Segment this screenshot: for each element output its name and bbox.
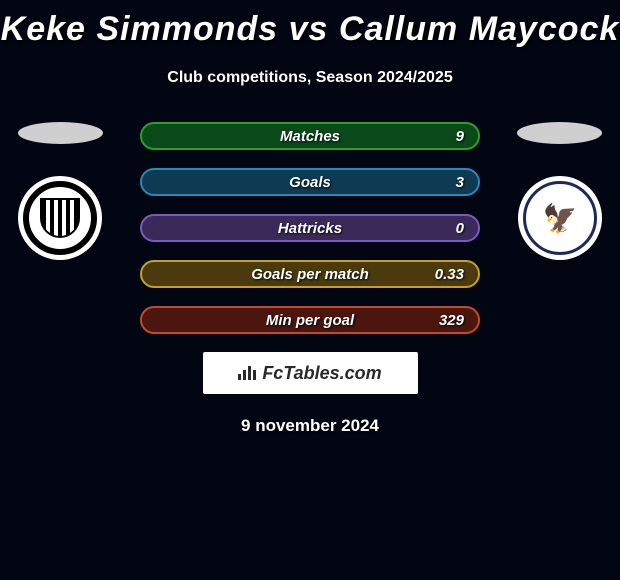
stat-bar: Goals 3	[140, 168, 480, 196]
stat-value: 329	[439, 312, 464, 329]
stat-value: 3	[456, 174, 464, 191]
stat-bar: Min per goal 329	[140, 306, 480, 334]
stat-label: Hattricks	[278, 220, 342, 237]
comparison-content: 🦅 Matches 9 Goals 3 Hattricks 0 Goals per matc…	[0, 122, 620, 436]
wimbledon-crest-icon: 🦅	[523, 181, 597, 255]
stat-value: 9	[456, 128, 464, 145]
stat-value: 0	[456, 220, 464, 237]
stat-bar: Hattricks 0	[140, 214, 480, 242]
grimsby-crest-icon	[23, 181, 97, 255]
stat-bar: Matches 9	[140, 122, 480, 150]
bar-chart-icon	[238, 366, 256, 380]
player-oval-left	[18, 122, 103, 144]
club-badge-right: 🦅	[518, 176, 602, 260]
stat-label: Min per goal	[266, 312, 354, 329]
stats-bars: Matches 9 Goals 3 Hattricks 0 Goals per match 0…	[140, 122, 480, 334]
fctables-watermark: FcTables.com	[203, 352, 418, 394]
club-badge-left	[18, 176, 102, 260]
date-line: 9 november 2024	[0, 416, 620, 436]
fctables-label: FcTables.com	[262, 363, 381, 384]
stat-bar: Goals per match 0.33	[140, 260, 480, 288]
subtitle: Club competitions, Season 2024/2025	[0, 69, 620, 87]
stat-label: Goals	[289, 174, 331, 191]
stat-label: Goals per match	[251, 266, 369, 283]
page-title: Keke Simmonds vs Callum Maycock	[0, 0, 620, 49]
player-oval-right	[517, 122, 602, 144]
stat-label: Matches	[280, 128, 340, 145]
stat-value: 0.33	[435, 266, 464, 283]
